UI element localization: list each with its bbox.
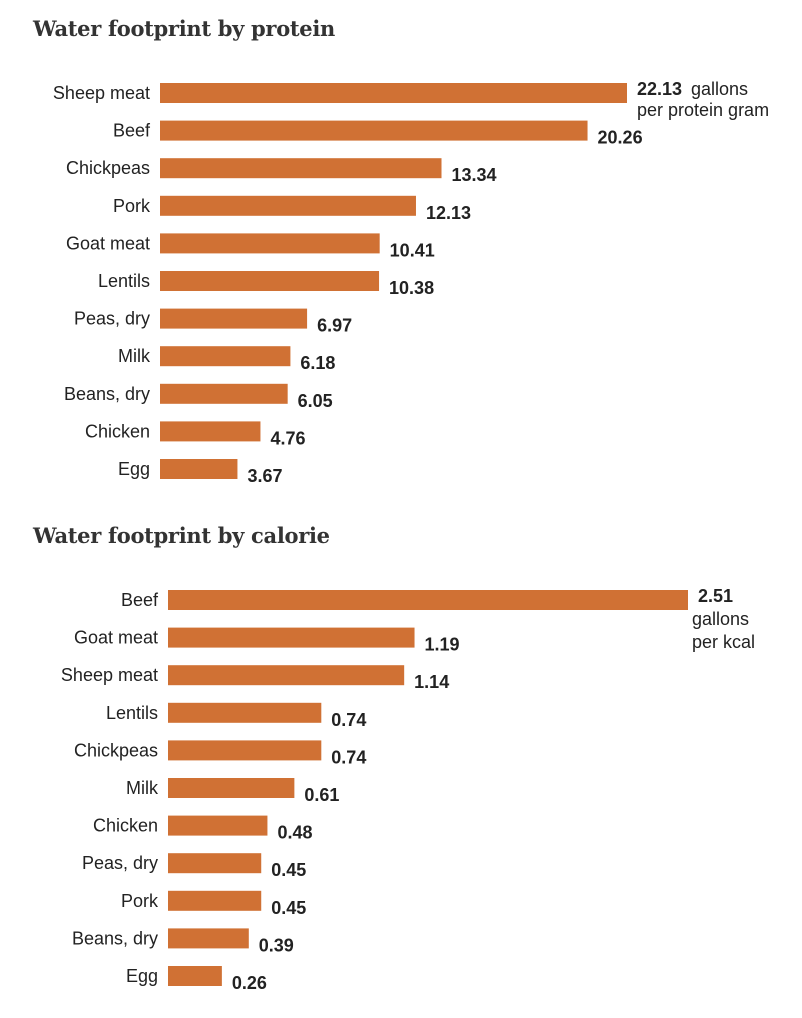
unit-label: gallons bbox=[691, 79, 748, 99]
unit-label: gallons bbox=[692, 609, 749, 629]
bar bbox=[168, 665, 405, 686]
bar bbox=[160, 421, 261, 442]
bar-chart-calorie: Beef 2.51 gallons per kcal Goat meat 1.19 Shee… bbox=[61, 586, 755, 993]
bar-row: Pork 0.45 bbox=[121, 890, 306, 918]
bar bbox=[168, 890, 262, 911]
value-label: 0.39 bbox=[259, 935, 294, 955]
value-label: 6.05 bbox=[298, 391, 333, 411]
value-label: 20.26 bbox=[598, 128, 643, 148]
category-label: Pork bbox=[121, 891, 159, 911]
bar bbox=[168, 740, 322, 761]
bar bbox=[168, 928, 249, 949]
chart-title-calorie: Water footprint by calorie bbox=[33, 523, 330, 548]
bar-row: Beef 2.51 gallons per kcal bbox=[121, 586, 755, 652]
category-label: Goat meat bbox=[66, 233, 150, 253]
category-label: Egg bbox=[118, 459, 150, 479]
bar-row: Peas, dry 6.97 bbox=[74, 308, 352, 336]
category-label: Chickpeas bbox=[66, 158, 150, 178]
category-label: Goat meat bbox=[74, 628, 158, 648]
bar bbox=[160, 83, 627, 103]
category-label: Lentils bbox=[106, 703, 158, 723]
category-label: Milk bbox=[118, 346, 151, 366]
bar bbox=[160, 120, 588, 141]
bar-row: Beef 20.26 bbox=[113, 120, 643, 148]
bar bbox=[168, 590, 688, 610]
bar bbox=[160, 158, 442, 179]
bar-row: Pork 12.13 bbox=[113, 195, 471, 223]
bar-row: Chickpeas 0.74 bbox=[74, 740, 366, 767]
value-label: 0.48 bbox=[277, 823, 312, 843]
category-label: Chicken bbox=[93, 816, 158, 836]
value-label: 22.13 bbox=[637, 79, 682, 99]
bar-row: Egg 0.26 bbox=[126, 966, 267, 993]
category-label: Lentils bbox=[98, 271, 150, 291]
value-label: 13.34 bbox=[452, 165, 497, 185]
category-label: Beef bbox=[121, 590, 159, 610]
bar bbox=[160, 308, 308, 329]
chart-title-protein: Water footprint by protein bbox=[33, 16, 336, 41]
category-label: Pork bbox=[113, 196, 151, 216]
bar bbox=[168, 702, 322, 723]
unit-label: per protein gram bbox=[637, 100, 769, 120]
category-label: Beef bbox=[113, 121, 151, 141]
value-label: 0.45 bbox=[271, 898, 306, 918]
unit-label: per kcal bbox=[692, 632, 755, 652]
bar-row: Milk 6.18 bbox=[118, 346, 335, 373]
category-label: Chickpeas bbox=[74, 740, 158, 760]
category-label: Peas, dry bbox=[82, 853, 158, 873]
value-label: 3.67 bbox=[247, 466, 282, 486]
bar bbox=[160, 195, 416, 216]
value-label: 6.97 bbox=[317, 316, 352, 336]
category-label: Sheep meat bbox=[61, 665, 158, 685]
value-label: 0.74 bbox=[331, 710, 366, 730]
bar-row: Lentils 10.38 bbox=[98, 271, 434, 298]
bar bbox=[168, 853, 262, 874]
value-label: 2.51 bbox=[698, 586, 733, 606]
value-label: 10.41 bbox=[390, 240, 435, 260]
bar bbox=[168, 815, 268, 836]
bar bbox=[160, 346, 291, 367]
bar-row: Beans, dry 6.05 bbox=[64, 383, 333, 411]
bar-row: Beans, dry 0.39 bbox=[72, 928, 294, 955]
value-label: 12.13 bbox=[426, 203, 471, 223]
category-label: Egg bbox=[126, 966, 158, 986]
value-label: 1.19 bbox=[425, 635, 460, 655]
value-label: 0.26 bbox=[232, 973, 267, 993]
bar bbox=[168, 627, 415, 648]
bar-row: Peas, dry 0.45 bbox=[82, 853, 306, 880]
bar bbox=[168, 966, 222, 986]
value-label: 1.14 bbox=[414, 672, 449, 692]
bar-row: Goat meat 1.19 bbox=[74, 627, 460, 655]
category-label: Beans, dry bbox=[72, 928, 158, 948]
value-label: 0.74 bbox=[331, 747, 366, 767]
bar-row: Sheep meat 1.14 bbox=[61, 665, 449, 692]
category-label: Beans, dry bbox=[64, 384, 150, 404]
value-label: 0.45 bbox=[271, 860, 306, 880]
bar-row: Milk 0.61 bbox=[126, 778, 339, 805]
bar-row: Egg 3.67 bbox=[118, 459, 282, 486]
bar bbox=[160, 271, 380, 291]
bar-row: Chicken 4.76 bbox=[85, 421, 305, 448]
bar-row: Goat meat 10.41 bbox=[66, 233, 435, 260]
value-label: 10.38 bbox=[389, 278, 434, 298]
bar bbox=[160, 459, 238, 479]
value-label: 6.18 bbox=[300, 353, 335, 373]
category-label: Chicken bbox=[85, 421, 150, 441]
bar bbox=[160, 233, 380, 254]
bar bbox=[160, 383, 288, 404]
bar bbox=[168, 778, 295, 798]
category-label: Peas, dry bbox=[74, 309, 150, 329]
bar-row: Chickpeas 13.34 bbox=[66, 158, 497, 185]
bar-row: Chicken 0.48 bbox=[93, 815, 312, 843]
value-label: 4.76 bbox=[270, 428, 305, 448]
category-label: Milk bbox=[126, 778, 159, 798]
bar-row: Lentils 0.74 bbox=[106, 702, 366, 730]
value-label: 0.61 bbox=[304, 785, 339, 805]
category-label: Sheep meat bbox=[53, 83, 150, 103]
